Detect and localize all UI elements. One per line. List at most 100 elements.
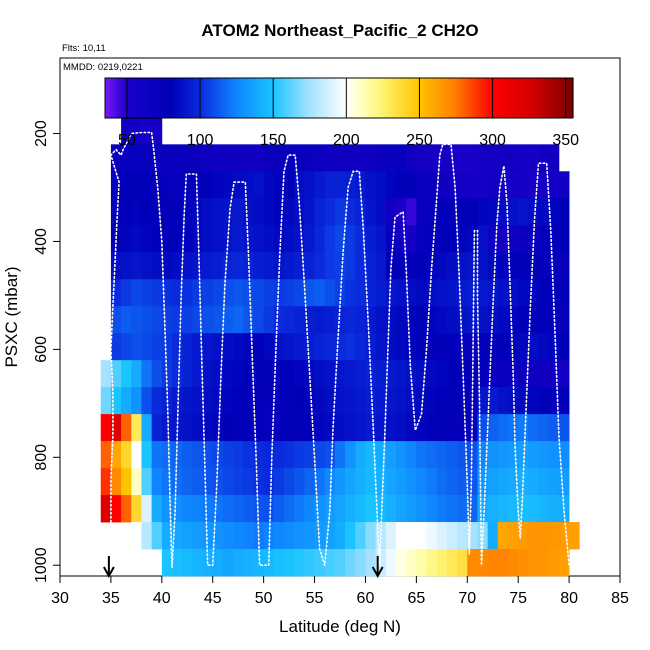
heatmap-cell [172, 144, 183, 172]
heatmap-cell [161, 549, 173, 577]
flight-track-line [109, 131, 570, 568]
heatmap-cell [497, 468, 509, 496]
heatmap-cell [497, 252, 509, 280]
heatmap-cell [548, 387, 560, 415]
x-tick-label: 80 [560, 590, 578, 607]
colorbar-segment [567, 78, 571, 118]
heatmap-cell [467, 441, 478, 469]
heatmap-cell [284, 225, 295, 253]
heatmap-cell [558, 549, 570, 577]
heatmap-cell [385, 225, 397, 253]
heatmap-cell [243, 144, 254, 172]
heatmap-cell [284, 144, 295, 172]
colorbar-segment [464, 78, 469, 118]
heatmap-cell [365, 495, 377, 523]
heatmap-cell [263, 306, 275, 334]
heatmap-cell [121, 414, 132, 442]
heatmap-cell [446, 198, 458, 226]
heatmap-cell [467, 225, 478, 253]
heatmap-cell [100, 414, 112, 442]
heatmap-cell [334, 198, 346, 226]
heatmap-cell [487, 495, 499, 523]
heatmap-cell [151, 117, 163, 145]
heatmap-cell [284, 252, 295, 280]
heatmap-cell [508, 225, 519, 253]
heatmap-cell [436, 495, 448, 523]
heatmap-cell [294, 198, 305, 226]
heatmap-cell [334, 468, 346, 496]
heatmap-cell [355, 387, 366, 415]
heatmap-cell [375, 333, 387, 361]
colorbar-segment [210, 78, 214, 118]
colorbar-segment [368, 78, 372, 118]
heatmap-cell [345, 333, 356, 361]
heatmap-cell [182, 279, 193, 307]
heatmap-cell [446, 333, 458, 361]
heatmap-cell [294, 387, 305, 415]
heatmap-cell [222, 225, 234, 253]
heatmap-cell [518, 306, 529, 334]
heatmap-cell [416, 306, 427, 334]
heatmap-cell [222, 468, 234, 496]
colorbar-segment [435, 78, 440, 118]
heatmap-cell [457, 414, 468, 442]
heatmap-cell [131, 225, 142, 253]
heatmap-cell [457, 198, 468, 226]
heatmap-cell [141, 198, 153, 226]
heatmap-cell [375, 495, 387, 523]
heatmap-cell [182, 522, 193, 550]
colorbar-segment [110, 78, 115, 118]
heatmap-cell [477, 306, 489, 334]
y-axis-label: PSXC (mbar) [2, 266, 21, 367]
heatmap-cell [141, 252, 153, 280]
colorbar-segment [534, 78, 539, 118]
heatmap-cell [487, 279, 499, 307]
colorbar-segment [350, 78, 355, 118]
heatmap-cell [131, 522, 142, 550]
heatmap-cell [141, 117, 153, 145]
heatmap-cell [161, 495, 173, 523]
heatmap-cell [518, 414, 529, 442]
colorbar-segment [450, 78, 454, 118]
heatmap-cell [528, 468, 539, 496]
heatmap-cell [426, 171, 438, 199]
heatmap-cell [396, 522, 407, 550]
heatmap-cell [538, 360, 550, 388]
heatmap-cell [192, 360, 203, 388]
heatmap-cell [426, 387, 438, 415]
colorbar-segment [183, 78, 188, 118]
heatmap-cell [324, 225, 336, 253]
colorbar-segment [321, 78, 325, 118]
heatmap-cell [467, 387, 478, 415]
colorbar-segment [324, 78, 328, 118]
heatmap-cell [548, 198, 560, 226]
heatmap-cell [284, 198, 295, 226]
heatmap-cell [284, 279, 295, 307]
colorbar-segment [570, 78, 574, 118]
heatmap-cell [202, 495, 214, 523]
heatmap-cell [304, 441, 315, 469]
colorbar-segment [479, 78, 483, 118]
colorbar-segment [131, 78, 135, 118]
heatmap-cell [396, 414, 407, 442]
heatmap-cell [487, 549, 499, 577]
heatmap-cell [141, 306, 153, 334]
heatmap-cell [141, 468, 153, 496]
heatmap-cell [324, 198, 336, 226]
heatmap-cell [192, 495, 203, 523]
heatmap-cell [497, 414, 509, 442]
heatmap-cell [365, 144, 377, 172]
heatmap-cell [182, 306, 193, 334]
heatmap-cell [487, 441, 499, 469]
heatmap-cell [477, 549, 489, 577]
heatmap-cell [436, 468, 448, 496]
heatmap-cell [243, 279, 254, 307]
heatmap-cell [446, 495, 458, 523]
colorbar-segment [216, 78, 220, 118]
heatmap-cell [233, 360, 244, 388]
heatmap-cell [457, 468, 468, 496]
heatmap-cell [314, 414, 326, 442]
heatmap-cell [528, 279, 539, 307]
heatmap-cell [243, 522, 254, 550]
heatmap-cell [110, 414, 122, 442]
